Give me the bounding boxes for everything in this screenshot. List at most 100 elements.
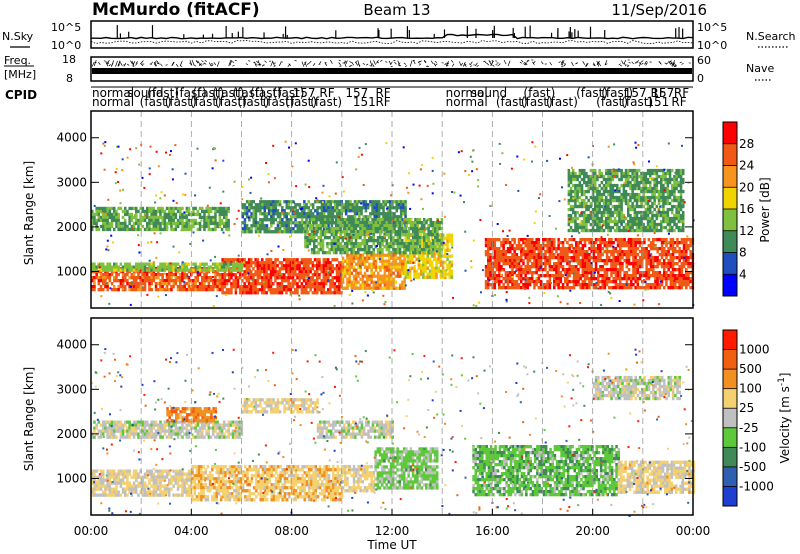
data-cell [634,268,637,272]
data-cell [380,206,383,210]
data-cell [572,283,576,287]
data-cell [148,227,151,232]
data-cell [371,218,374,222]
data-cell [99,206,103,211]
data-cell [346,271,349,275]
data-cell [599,280,602,284]
data-cell [627,268,631,272]
data-cell [583,271,587,275]
data-cell [610,259,613,263]
data-cell [117,268,120,272]
data-cell [252,285,255,289]
data-cell [141,262,145,266]
data-cell [185,209,189,214]
data-cell [649,286,653,290]
data-cell [192,285,195,289]
station-title: McMurdo (fitACF) [92,0,260,20]
data-cell [572,259,576,263]
data-cell [526,256,530,260]
data-cell [569,195,573,200]
data-cell [287,276,290,280]
data-cell [363,271,367,275]
data-cell [572,286,576,290]
data-cell [537,250,541,254]
data-cell [654,280,657,284]
data-cell [388,283,391,287]
data-cell [335,267,339,271]
data-cell [302,276,306,280]
data-cell [327,215,330,219]
data-cell [397,215,401,219]
data-cell [348,253,351,257]
data-cell [152,212,156,217]
data-cell [355,283,358,287]
data-cell [296,209,299,213]
nave-mark [441,62,444,64]
data-cell [216,224,219,229]
nave-mark [338,59,341,62]
data-cell [419,254,423,258]
data-cell [302,258,306,262]
data-cell [247,282,251,286]
data-cell [241,206,244,210]
data-cell [370,256,373,260]
data-cell [341,248,345,252]
data-cell [409,242,413,246]
data-cell [610,238,613,242]
data-cell [254,212,258,216]
data-cell [152,268,156,272]
data-cell [557,274,560,278]
data-cell [274,261,277,265]
data-cell [621,268,624,272]
data-cell [254,215,258,219]
data-cell [368,286,371,290]
data-cell [498,286,501,290]
data-cell [341,245,345,249]
data-cell [196,276,200,280]
nave-mark [596,61,600,65]
data-cell [585,180,588,185]
data-cell [638,265,642,269]
data-cell [390,274,393,278]
data-cell [110,268,114,272]
data-cell [407,218,411,222]
data-cell [585,213,588,218]
data-cell [336,215,339,219]
data-cell [377,209,381,213]
data-cell [192,262,195,266]
data-cell [330,245,334,249]
data-cell [487,286,490,290]
data-cell [119,224,123,229]
data-cell [187,221,191,226]
data-cell [307,285,310,289]
data-cell [102,273,105,277]
data-cell [245,267,249,271]
data-cell [185,224,189,229]
data-cell [579,277,582,281]
data-cell [588,253,591,257]
data-cell [610,244,613,248]
data-cell [524,280,527,284]
data-cell [663,286,666,290]
data-cell [117,215,120,220]
data-cell [117,227,120,232]
data-cell [398,233,402,237]
data-cell [146,209,149,214]
data-cell [680,253,684,257]
data-cell [416,248,419,252]
data-cell [97,276,101,280]
data-cell [126,212,129,217]
data-cell [567,228,571,233]
data-cell [450,242,454,246]
data-cell [422,275,425,279]
data-cell [99,215,103,220]
data-cell [157,224,160,229]
data-cell [515,253,519,257]
data-cell [638,286,642,290]
data-cell [678,256,681,260]
data-cell [311,215,315,219]
data-cell [363,233,367,237]
data-cell [307,267,310,271]
data-cell [316,276,319,280]
data-cell [365,245,369,249]
